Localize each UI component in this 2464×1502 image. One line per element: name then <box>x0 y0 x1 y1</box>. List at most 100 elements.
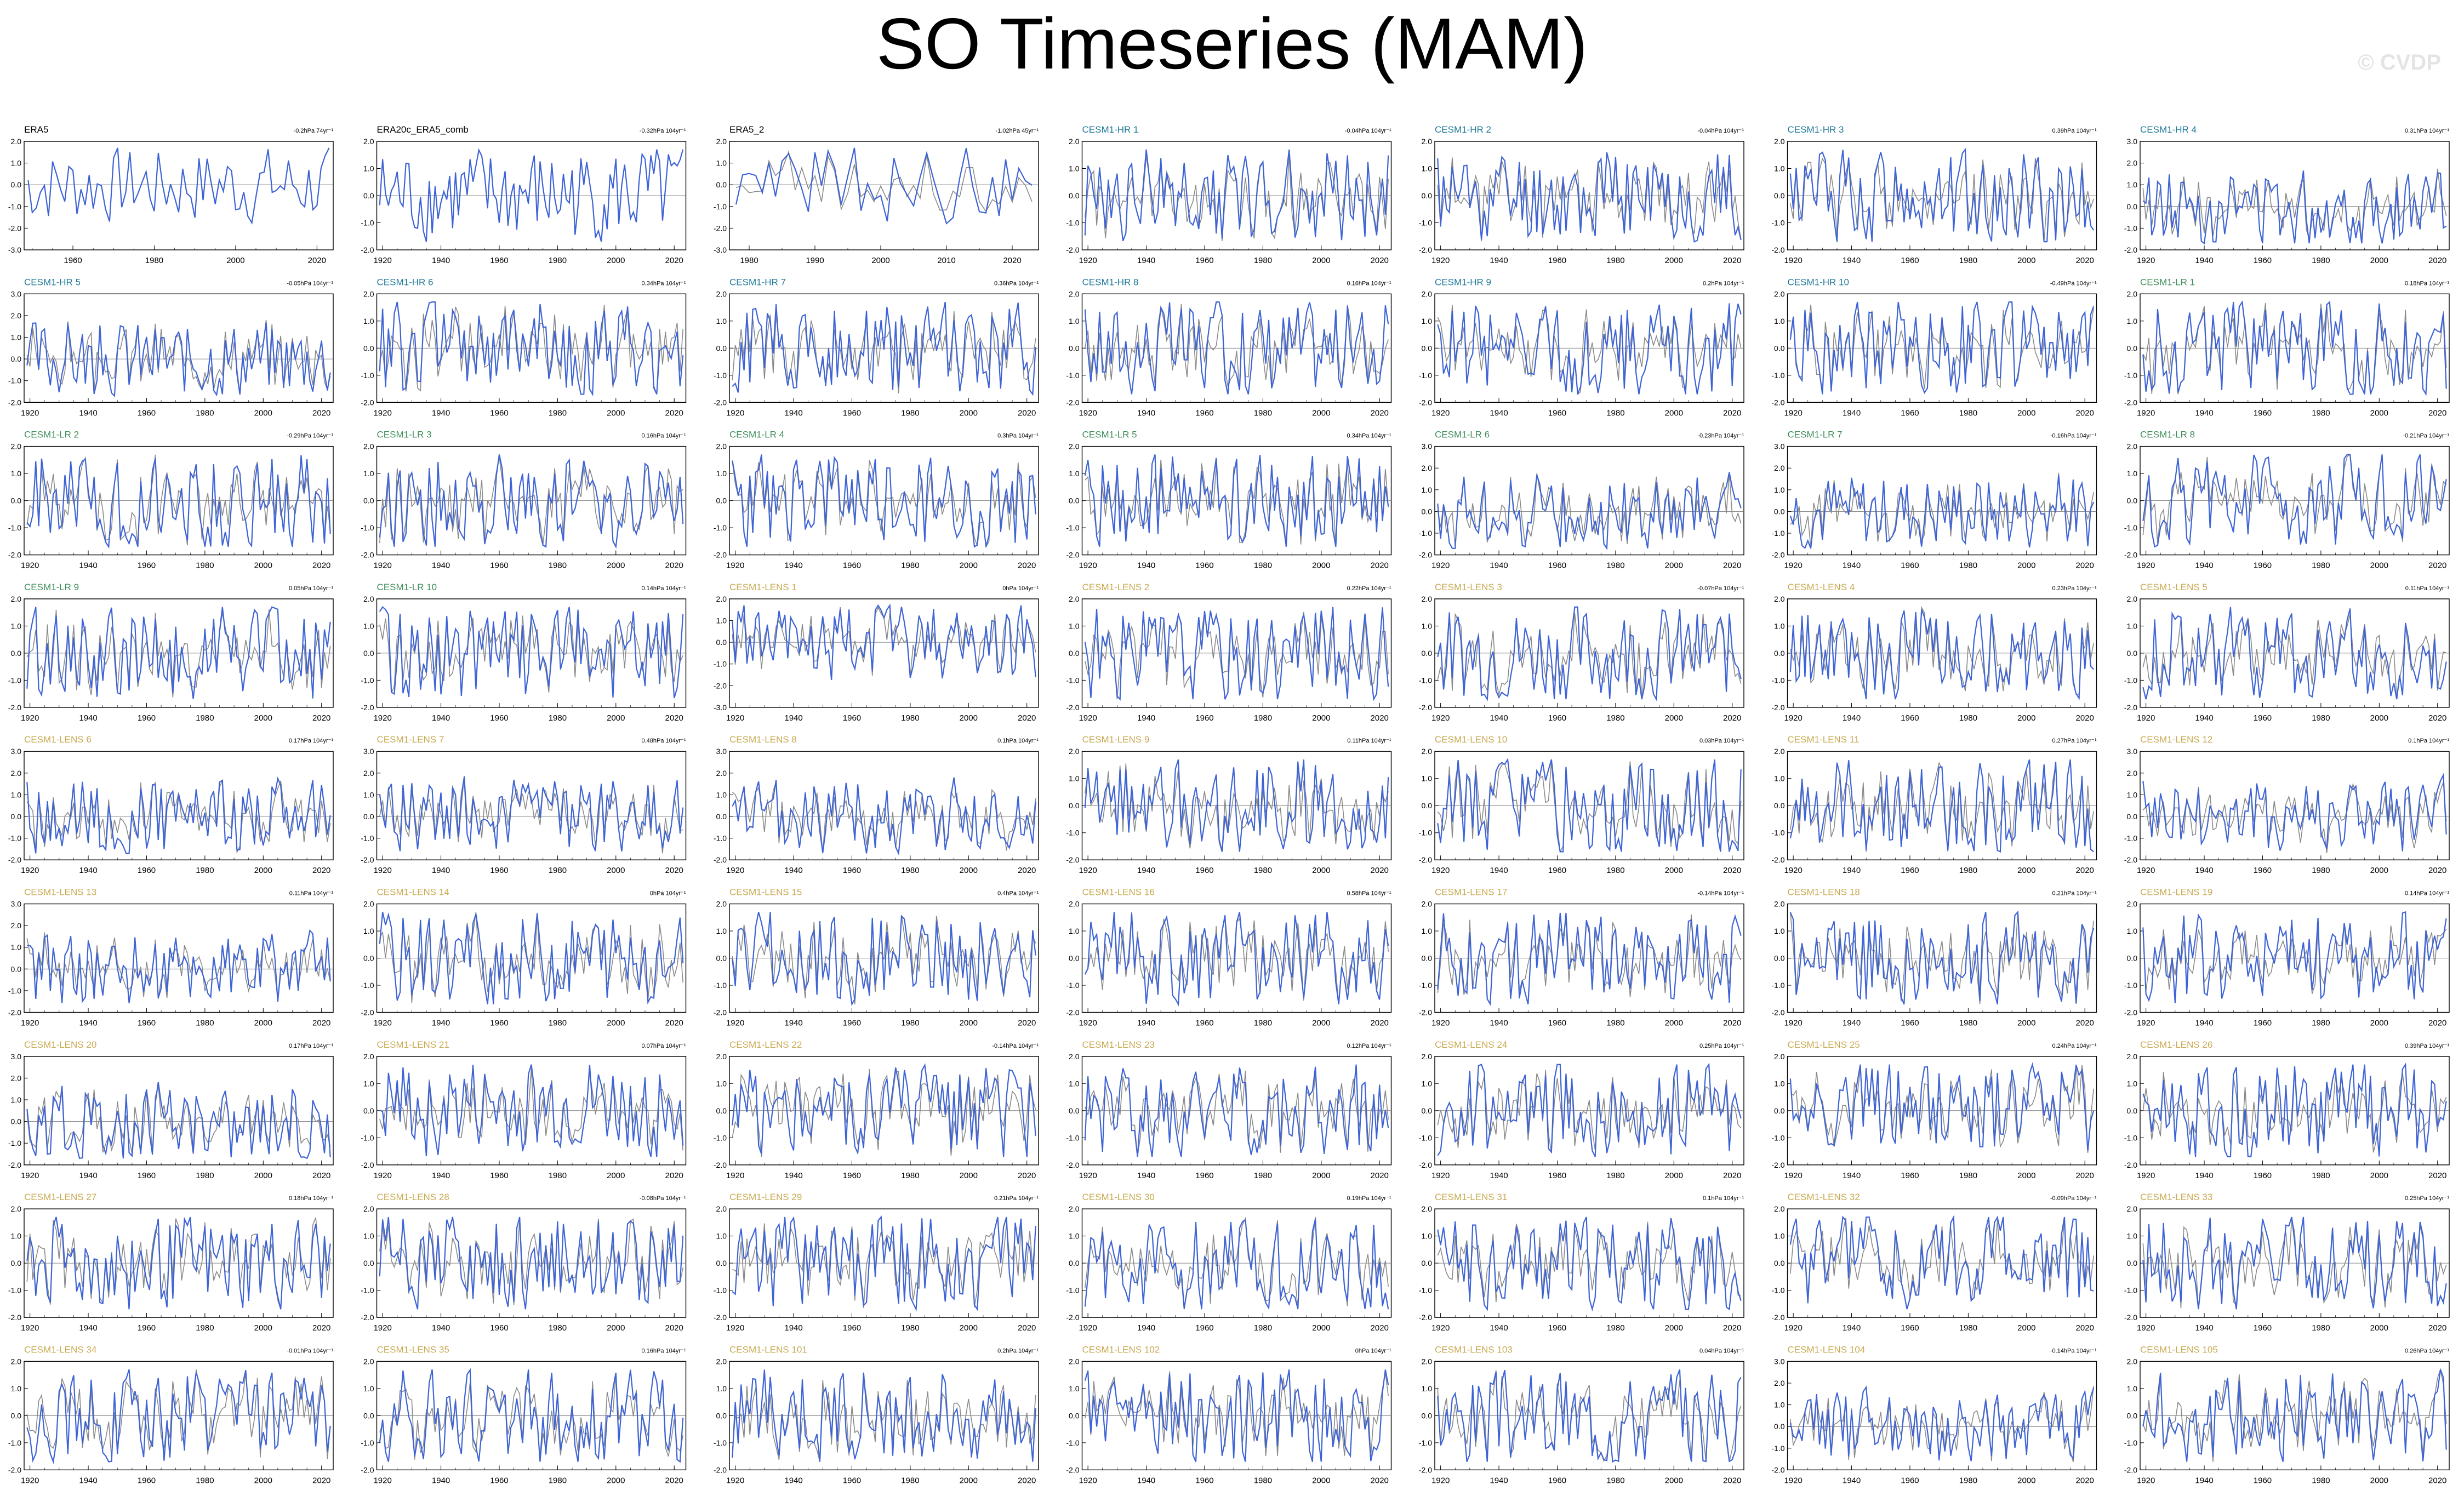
x-tick-label: 2020 <box>1018 1323 1036 1333</box>
y-tick-label: 0.0 <box>11 1411 22 1420</box>
panel-cesm1-lens-26: CESM1-LENS 26 0.39hPa 104yr⁻¹ 2.0 1.0 0.0 -1.… <box>2124 1040 2450 1180</box>
x-tick-label: 1940 <box>784 713 802 723</box>
x-tick-label: 1940 <box>2195 1476 2213 1485</box>
panel-title: CESM1-LENS 7 <box>377 734 444 745</box>
x-tick-label: 1920 <box>1431 408 1450 418</box>
x-tick-label: 1940 <box>432 408 450 418</box>
x-tick-label: 1920 <box>726 561 744 570</box>
x-tick-label: 1920 <box>1431 1476 1450 1485</box>
y-tick-label: 1.0 <box>11 621 22 630</box>
series-line-reference <box>1790 606 2094 695</box>
y-tick-label: 0.0 <box>11 1117 22 1126</box>
x-tick-label: 1920 <box>2137 408 2155 418</box>
x-tick-label: 2000 <box>2370 1323 2388 1333</box>
panel-cesm1-lens-20: CESM1-LENS 20 0.17hPa 104yr⁻¹ 3.0 2.0 1.0 0.0… <box>8 1040 334 1180</box>
y-tick-label: 1.0 <box>363 1079 374 1088</box>
y-tick-label: 0.0 <box>1774 1422 1785 1431</box>
y-tick-label: 2.0 <box>1069 1052 1080 1061</box>
x-tick-label: 2000 <box>2370 408 2388 418</box>
series-line <box>732 1063 1036 1157</box>
x-tick-label: 1940 <box>1137 866 1155 875</box>
panel-cesm1-lens-29: CESM1-LENS 29 0.21hPa 104yr⁻¹ 2.0 1.0 0.0 -1.… <box>714 1192 1039 1333</box>
y-tick-label: 0.0 <box>1774 649 1785 658</box>
x-tick-label: 1940 <box>432 1019 450 1028</box>
panel-trend: -0.09hPa 104yr⁻¹ <box>2050 1195 2097 1202</box>
y-tick-label: 1.0 <box>1422 621 1433 630</box>
y-tick-label: 0.0 <box>11 812 22 821</box>
panel-trend: 0.12hPa 104yr⁻¹ <box>1347 1043 1391 1049</box>
y-tick-label: 1.0 <box>1069 1079 1080 1088</box>
x-tick-label: 1920 <box>1784 1171 1802 1180</box>
x-tick-label: 1920 <box>726 1171 744 1180</box>
x-tick-label: 1940 <box>784 1171 802 1180</box>
y-tick-label: -2.0 <box>361 855 374 864</box>
panel-cesm1-lr-7: CESM1-LR 7 -0.16hPa 104yr⁻¹ 3.0 2.0 1.0 0.0 -1… <box>1771 430 2097 570</box>
y-tick-label: -2.0 <box>8 855 21 864</box>
y-tick-label: -2.0 <box>361 245 374 254</box>
y-tick-label: 0.0 <box>716 1411 727 1420</box>
y-tick-label: 0.0 <box>1774 1259 1785 1267</box>
panel-trend: 0.1hPa 104yr⁻¹ <box>2408 738 2449 744</box>
panel-era5-2: ERA5_2 -1.02hPa 45yr⁻¹ 2.0 1.0 0.0 -1.0 -2.0 -3… <box>714 124 1039 265</box>
x-tick-label: 1980 <box>1254 866 1272 875</box>
y-tick-label: -1.0 <box>1771 219 1784 227</box>
x-tick-label: 1920 <box>1784 713 1802 723</box>
series-line <box>379 776 684 852</box>
y-tick-label: -2.0 <box>2124 245 2137 254</box>
panel-title: CESM1-LENS 3 <box>1435 582 1502 592</box>
x-tick-label: 1920 <box>21 713 39 723</box>
panel-cesm1-lens-104: CESM1-LENS 104 -0.14hPa 104yr⁻¹ 3.0 2.0 1.0 0… <box>1771 1344 2097 1485</box>
y-tick-label: 2.0 <box>11 1073 22 1082</box>
y-tick-label: 2.0 <box>1069 289 1080 298</box>
y-tick-label: -2.0 <box>2124 551 2137 559</box>
x-tick-label: 1980 <box>1959 1476 1977 1485</box>
panel-trend: -0.01hPa 104yr⁻¹ <box>287 1347 333 1354</box>
series-line <box>1437 303 1742 395</box>
x-tick-label: 1920 <box>21 1019 39 1028</box>
x-tick-label: 1980 <box>901 1323 919 1333</box>
x-tick-label: 1940 <box>1137 1323 1155 1333</box>
panel-trend: 0.34hPa 104yr⁻¹ <box>1347 433 1391 439</box>
x-tick-label: 2020 <box>312 866 330 875</box>
x-tick-label: 1940 <box>79 713 97 723</box>
panel-title: CESM1-LR 4 <box>729 430 784 440</box>
panel-cesm1-lens-32: CESM1-LENS 32 -0.09hPa 104yr⁻¹ 2.0 1.0 0.0 -1… <box>1771 1192 2097 1333</box>
series-line <box>2142 170 2447 245</box>
y-tick-label: -2.0 <box>714 224 727 232</box>
y-tick-label: 2.0 <box>1774 137 1785 146</box>
y-tick-label: -2.0 <box>2124 703 2137 712</box>
x-tick-label: 1940 <box>1843 256 1861 265</box>
y-tick-label: -1.0 <box>1066 981 1079 990</box>
panel-title: CESM1-LENS 32 <box>1788 1192 1860 1202</box>
x-tick-label: 1980 <box>1254 1171 1272 1180</box>
x-tick-label: 1920 <box>726 1323 744 1333</box>
x-tick-label: 1980 <box>549 1476 567 1485</box>
x-tick-label: 1940 <box>432 561 450 570</box>
x-tick-label: 2020 <box>1018 561 1036 570</box>
panel-title: CESM1-HR 9 <box>1435 277 1491 287</box>
y-tick-label: 3.0 <box>11 900 22 909</box>
x-tick-label: 1980 <box>2312 866 2330 875</box>
y-tick-label: 2.0 <box>1774 900 1785 909</box>
x-tick-label: 1980 <box>1959 561 1977 570</box>
y-tick-label: 2.0 <box>11 1204 22 1213</box>
panel-frame <box>24 293 334 403</box>
panel-frame <box>376 751 687 860</box>
y-tick-label: 0.0 <box>1422 1259 1433 1267</box>
x-tick-label: 1920 <box>1784 866 1802 875</box>
x-tick-label: 2020 <box>1723 1323 1741 1333</box>
x-tick-label: 1960 <box>1901 1323 1919 1333</box>
x-tick-label: 1990 <box>806 256 824 265</box>
y-tick-label: 1.0 <box>1069 774 1080 783</box>
y-tick-label: -1.0 <box>1066 371 1079 380</box>
x-tick-label: 1940 <box>784 561 802 570</box>
x-tick-label: 1920 <box>1784 1323 1802 1333</box>
y-tick-label: 2.0 <box>1069 1357 1080 1366</box>
x-tick-label: 1980 <box>1606 408 1624 418</box>
y-tick-label: -1.0 <box>2124 1286 2137 1295</box>
y-tick-label: -2.0 <box>361 551 374 559</box>
x-tick-label: 1960 <box>843 1019 861 1028</box>
y-tick-label: 2.0 <box>1774 1204 1785 1213</box>
y-tick-label: 1.0 <box>716 790 727 799</box>
y-tick-label: 1.0 <box>1422 164 1433 173</box>
